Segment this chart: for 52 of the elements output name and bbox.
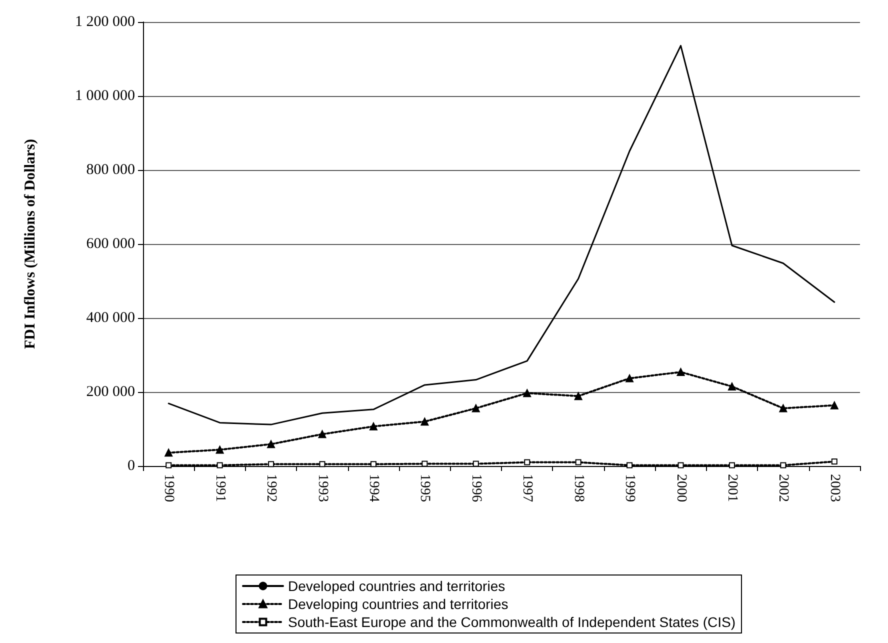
point: [728, 462, 735, 468]
point: [166, 462, 172, 468]
x-tick-label: 1990: [161, 474, 176, 502]
x-tick-label: 1996: [468, 474, 484, 502]
point: [831, 458, 838, 465]
point: [319, 461, 326, 468]
point: [626, 374, 634, 382]
y-tick-label: 400 000: [86, 310, 135, 326]
y-tick-label: 1 000 000: [75, 88, 135, 104]
y-tick-label: 800 000: [86, 162, 135, 178]
x-tick-label: 1991: [212, 474, 228, 502]
point: [523, 389, 532, 398]
point: [268, 461, 274, 468]
x-tick-label: 2002: [776, 474, 791, 502]
point: [164, 448, 173, 457]
x-tick-label: 2003: [826, 474, 842, 502]
y-tick-label: 200 000: [86, 384, 135, 400]
legend-label: Developing countries and territories: [288, 596, 508, 612]
x-tick-label: 1992: [264, 474, 279, 502]
point: [728, 382, 736, 390]
x-tick-label: 1998: [570, 474, 586, 502]
point: [318, 430, 326, 438]
x-tick-label: 1997: [520, 474, 535, 502]
point: [420, 418, 429, 426]
y-tick-label: 0: [128, 458, 135, 474]
y-tick-label: 600 000: [86, 236, 135, 252]
point: [524, 459, 530, 466]
y-axis-title: FDI Inflows (Millions of Dollars): [22, 138, 38, 349]
x-tick-label: 1994: [366, 474, 381, 502]
point: [780, 462, 786, 468]
point: [267, 440, 276, 448]
legend-label: South-East Europe and the Commonwealth of Independent States (CIS): [288, 614, 736, 630]
point: [830, 401, 838, 410]
line-series: [168, 44, 836, 426]
point: [676, 368, 685, 376]
point: [369, 422, 378, 430]
point: [472, 404, 480, 412]
point: [678, 462, 684, 468]
point: [626, 462, 633, 468]
legend-label: Developed countries and territories: [288, 578, 506, 594]
point: [574, 392, 582, 400]
point: [575, 459, 582, 466]
point: [779, 404, 788, 412]
point: [216, 446, 224, 454]
x-tick-label: 1995: [417, 474, 432, 502]
x-tick-label: 2000: [673, 474, 688, 502]
x-tick-label: 2001: [724, 474, 740, 502]
point: [216, 462, 223, 468]
y-tick-label: 1 200 000: [75, 14, 135, 30]
point: [370, 461, 376, 468]
x-tick-label: 1993: [314, 474, 330, 502]
x-tick-label: 1999: [622, 474, 638, 502]
